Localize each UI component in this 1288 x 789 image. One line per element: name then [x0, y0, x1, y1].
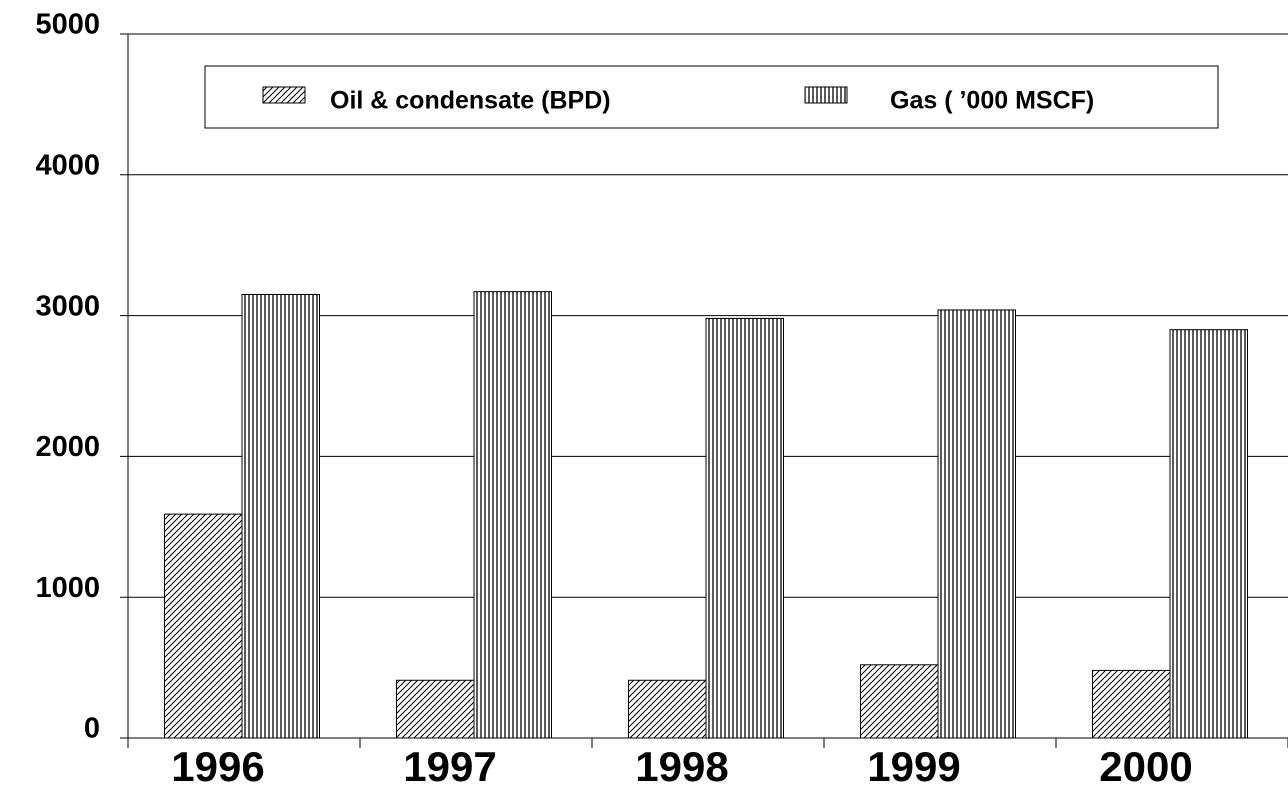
- bar: [1169, 329, 1248, 739]
- x-tick-label: 1996: [171, 743, 264, 789]
- plot-area: 0 1000 2000 3000 4000 5000 1996 1997 1998 1999 200…: [35, 9, 1288, 789]
- x-tick-label: 1999: [867, 743, 960, 789]
- x-tick-label: 2000: [1099, 743, 1192, 789]
- y-tick-label: 4000: [35, 149, 100, 181]
- legend-label: Oil & condensate (BPD): [330, 87, 611, 115]
- bar: [164, 513, 243, 739]
- bar: [628, 679, 707, 739]
- y-tick-label: 1000: [35, 572, 100, 604]
- bar: [1092, 669, 1171, 739]
- x-tick-label: 1997: [403, 743, 496, 789]
- y-tick-label: 3000: [35, 290, 100, 322]
- bar: [937, 309, 1016, 739]
- legend-label: Gas ( ’000 MSCF): [890, 87, 1094, 115]
- bar: [241, 293, 320, 739]
- bar: [705, 317, 784, 739]
- legend-swatch: [804, 86, 848, 104]
- bar: [473, 291, 552, 739]
- bar: [860, 664, 939, 739]
- x-tick-label: 1998: [635, 743, 728, 789]
- y-tick-label: 2000: [35, 431, 100, 463]
- legend-box: [204, 65, 1219, 129]
- y-tick-label: 0: [84, 713, 100, 745]
- legend-swatch: [262, 86, 306, 104]
- y-tick-label: 5000: [35, 9, 100, 41]
- bar: [396, 679, 475, 739]
